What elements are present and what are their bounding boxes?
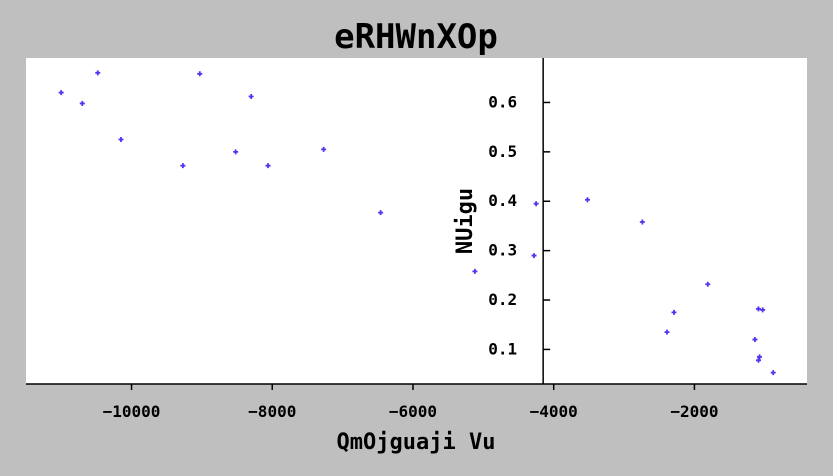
x-tick-label: −8000 <box>248 402 296 421</box>
x-tick-label: −10000 <box>103 402 161 421</box>
y-tick-label: 0.1 <box>488 339 517 358</box>
data-point <box>79 100 85 106</box>
data-point <box>233 149 239 155</box>
data-point <box>265 163 271 169</box>
data-point <box>58 90 64 96</box>
data-point <box>531 253 537 259</box>
data-point <box>118 137 124 142</box>
y-axis-ticks: 0.1 0.2 0.3 0.4 0.5 0.6 <box>488 92 551 358</box>
data-point <box>95 70 101 76</box>
data-point <box>533 201 539 207</box>
data-point <box>755 357 761 363</box>
data-point <box>757 354 763 360</box>
x-axis-label: QmOjguaji Vu <box>337 430 496 455</box>
data-point <box>770 370 776 376</box>
x-tick-label: −6000 <box>389 402 437 421</box>
data-point <box>664 329 670 335</box>
y-axis-label: NUigu <box>453 188 478 254</box>
data-point <box>321 146 327 152</box>
data-point <box>197 71 203 77</box>
data-point <box>378 210 384 216</box>
x-tick-label: −2000 <box>670 402 718 421</box>
chart-title: eRHWnXOp <box>334 17 498 57</box>
data-point <box>671 309 677 315</box>
data-point <box>248 94 254 100</box>
y-tick-label: 0.2 <box>488 290 517 309</box>
y-tick-label: 0.4 <box>488 191 517 210</box>
plot-area <box>26 58 807 384</box>
x-tick-label: −4000 <box>530 402 578 421</box>
y-tick-label: 0.5 <box>488 142 517 161</box>
data-point <box>760 307 766 313</box>
data-point <box>639 219 645 225</box>
x-axis-ticks: −10000 −8000 −6000 −4000 −2000 <box>103 384 719 421</box>
data-point <box>752 337 758 343</box>
data-point <box>472 268 478 274</box>
data-point <box>705 281 711 287</box>
data-point <box>180 163 186 169</box>
y-tick-label: 0.6 <box>488 92 517 111</box>
data-point <box>584 197 590 203</box>
data-points <box>58 70 776 376</box>
data-point <box>755 306 761 312</box>
y-tick-label: 0.3 <box>488 241 517 260</box>
